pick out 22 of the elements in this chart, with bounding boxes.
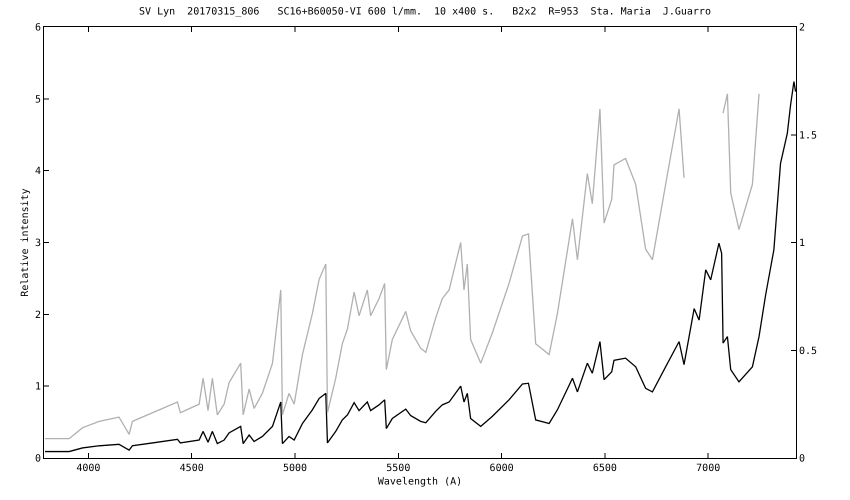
- y-tick-label: 1: [34, 382, 41, 393]
- y2-tick-label: 1: [799, 238, 806, 249]
- y-tick-label: 3: [34, 238, 41, 249]
- x-tick-label: 6000: [490, 463, 514, 474]
- y-axis-title: Relative intensity: [20, 188, 31, 297]
- x-tick-label: 7000: [696, 463, 720, 474]
- y-tick-label: 4: [34, 166, 41, 178]
- chart-title: SV Lyn 20170315_806 SC16+B60050-VI 600 l/mm. 10 x400 s. B2x2 R=953 Sta. Maria J.Guarro: [139, 6, 711, 18]
- x-tick-label: 4000: [76, 463, 100, 474]
- y-tick-label: 6: [34, 22, 41, 34]
- y2-tick-label: 0.5: [799, 346, 818, 357]
- y2-tick-label: 1.5: [799, 130, 818, 142]
- y2-tick-label: 2: [799, 22, 806, 34]
- y-tick-label: 0: [34, 454, 41, 464]
- y2-tick-label: 0: [799, 454, 806, 464]
- x-tick-label: 6500: [592, 463, 617, 474]
- x-tick-label: 4500: [180, 463, 204, 474]
- x-tick-label: 5500: [386, 463, 410, 474]
- x-tick-label: 5000: [282, 463, 308, 474]
- y-tick-label: 5: [34, 94, 41, 106]
- x-axis-title: Wavelength (A): [378, 476, 462, 488]
- y-tick-label: 2: [34, 310, 41, 321]
